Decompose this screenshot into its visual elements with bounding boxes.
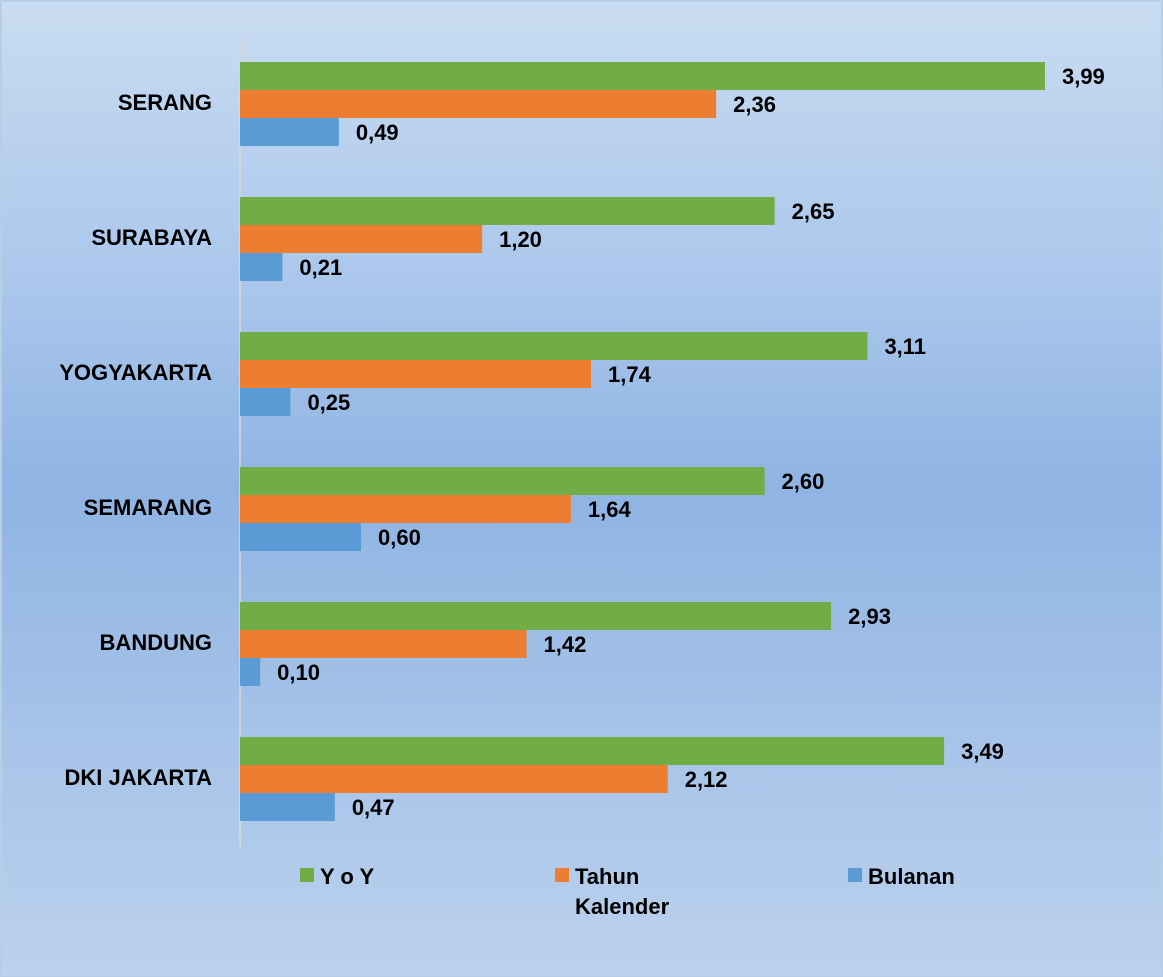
legend-swatch — [848, 868, 862, 882]
y-tick-label: DKI JAKARTA — [65, 765, 213, 790]
data-label: 2,36 — [733, 92, 776, 117]
data-label: 0,10 — [277, 660, 320, 685]
data-label: 1,64 — [588, 497, 632, 522]
bar — [240, 765, 668, 793]
bar — [240, 630, 527, 658]
data-label: 3,49 — [961, 739, 1004, 764]
bar — [240, 467, 765, 495]
y-tick-label: BANDUNG — [100, 630, 212, 655]
data-label: 0,60 — [378, 525, 421, 550]
bar — [240, 793, 335, 821]
bar — [240, 197, 775, 225]
data-label: 0,49 — [356, 120, 399, 145]
data-label: 1,42 — [543, 632, 586, 657]
bar — [240, 602, 832, 630]
data-label: 2,60 — [782, 469, 825, 494]
bar — [240, 225, 483, 253]
bar — [240, 658, 261, 686]
legend-label: Tahun Kalender — [575, 864, 670, 919]
legend-swatch — [555, 868, 569, 882]
bar — [240, 737, 945, 765]
data-label: 0,47 — [352, 795, 395, 820]
bar — [240, 253, 283, 281]
bar — [240, 388, 291, 416]
y-tick-label: SERANG — [118, 90, 212, 115]
legend-label: Y o Y — [320, 864, 375, 889]
legend-label: Bulanan — [868, 864, 955, 889]
data-label: 1,20 — [499, 227, 542, 252]
data-label: 0,25 — [307, 390, 350, 415]
data-label: 0,21 — [299, 255, 342, 280]
bar — [240, 332, 868, 360]
legend-item: Y o Y — [300, 862, 450, 892]
data-label: 3,99 — [1062, 64, 1105, 89]
y-tick-label: YOGYAKARTA — [59, 360, 212, 385]
data-label: 2,65 — [792, 199, 835, 224]
bar — [240, 495, 571, 523]
bar — [240, 360, 592, 388]
data-label: 2,93 — [848, 604, 891, 629]
legend-swatch — [300, 868, 314, 882]
bar — [240, 523, 362, 551]
y-tick-label: SURABAYA — [91, 225, 212, 250]
legend-item: Bulanan — [848, 862, 998, 892]
legend-item: Tahun Kalender — [555, 862, 705, 922]
bar — [240, 118, 339, 146]
data-label: 3,11 — [884, 334, 926, 359]
y-tick-label: SEMARANG — [84, 495, 212, 520]
data-label: 2,12 — [685, 767, 728, 792]
bar — [240, 62, 1045, 90]
bar — [240, 90, 717, 118]
data-label: 1,74 — [608, 362, 652, 387]
